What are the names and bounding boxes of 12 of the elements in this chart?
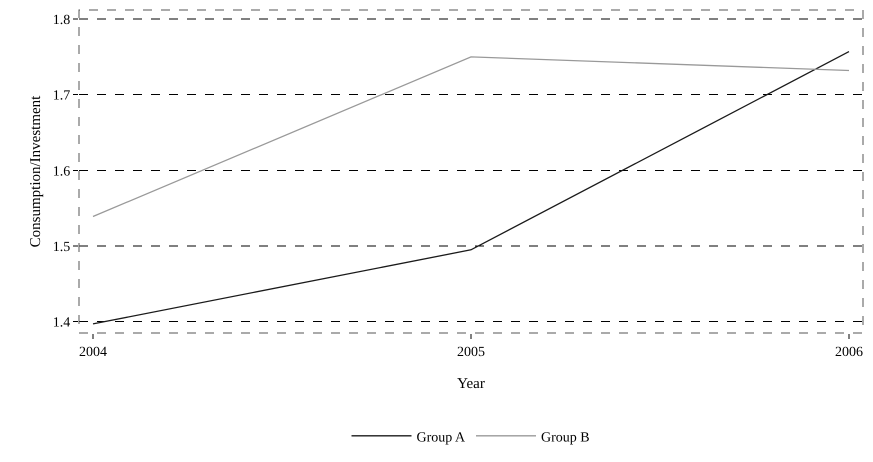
x-axis-title: Year xyxy=(457,376,485,392)
legend-label: Group B xyxy=(541,430,590,446)
legend-label: Group A xyxy=(416,430,466,446)
y-axis-title: Consumption/Investment xyxy=(28,94,44,248)
y-tick-label: 1.6 xyxy=(52,164,70,180)
x-tick-label: 2005 xyxy=(457,344,485,360)
x-tick-label: 2006 xyxy=(835,344,864,360)
y-tick-label: 1.8 xyxy=(52,12,70,28)
y-tick-label: 1.7 xyxy=(52,88,70,104)
y-tick-label: 1.5 xyxy=(52,240,70,255)
y-tick-label: 1.4 xyxy=(52,316,70,331)
x-tick-label: 2004 xyxy=(78,344,107,360)
